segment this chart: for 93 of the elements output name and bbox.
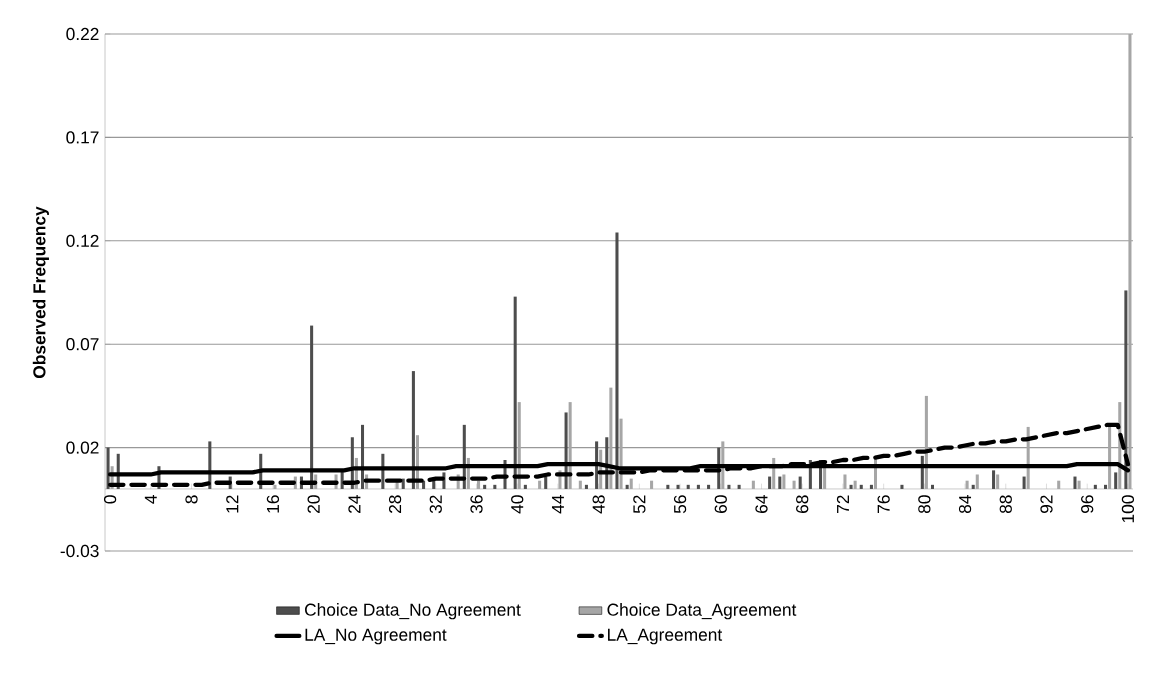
x-tick-label: 24 bbox=[348, 495, 361, 513]
legend-label: Choice Data_Agreement bbox=[607, 603, 797, 620]
y-tick-label: 0.07 bbox=[66, 338, 99, 351]
bar bbox=[401, 478, 405, 489]
x-tick-label: 84 bbox=[958, 495, 972, 514]
bar bbox=[782, 474, 786, 489]
x-tick-label: 52 bbox=[633, 495, 646, 514]
x-tick-label: 8 bbox=[185, 495, 198, 504]
bar bbox=[1114, 472, 1118, 489]
bar bbox=[1128, 34, 1132, 489]
bar bbox=[513, 296, 517, 489]
bar bbox=[360, 424, 365, 489]
bar bbox=[1108, 426, 1112, 489]
bar bbox=[273, 484, 277, 489]
bar bbox=[666, 484, 670, 489]
y-tick-label: 0.22 bbox=[66, 27, 99, 41]
bar bbox=[930, 484, 935, 489]
bar bbox=[823, 466, 827, 489]
bar bbox=[975, 474, 979, 489]
x-tick-label: 44 bbox=[551, 495, 564, 514]
x-tick-label: 80 bbox=[918, 495, 931, 514]
bar bbox=[310, 325, 314, 489]
bar bbox=[1057, 480, 1061, 489]
bar bbox=[625, 484, 629, 489]
bar bbox=[477, 480, 481, 489]
bar bbox=[721, 441, 725, 489]
y-tick-label: -0.03 bbox=[60, 544, 99, 558]
bar bbox=[727, 484, 731, 489]
bar bbox=[751, 480, 755, 489]
x-tick-label: 40 bbox=[511, 495, 524, 514]
x-tick-label: 92 bbox=[1040, 495, 1053, 514]
x-tick-label: 16 bbox=[266, 495, 280, 513]
legend-label: LA_Agreement bbox=[608, 628, 723, 645]
bar bbox=[707, 484, 711, 489]
bar bbox=[996, 474, 1000, 489]
bar bbox=[778, 476, 782, 489]
legend-label: Choice Data_No Agreement bbox=[305, 603, 521, 620]
bar bbox=[544, 476, 548, 489]
bar bbox=[411, 371, 415, 489]
bar bbox=[676, 484, 680, 489]
bar bbox=[792, 480, 796, 489]
bar bbox=[900, 484, 904, 489]
y-tick-label: 0.17 bbox=[66, 131, 99, 144]
x-tick-label: 28 bbox=[388, 495, 402, 513]
x-tick-label: 100 bbox=[1121, 495, 1135, 523]
bar bbox=[853, 480, 857, 489]
bar bbox=[1124, 290, 1128, 489]
bar bbox=[584, 484, 588, 489]
bar bbox=[843, 474, 847, 489]
bar bbox=[615, 232, 619, 489]
bar bbox=[971, 484, 975, 489]
bar bbox=[493, 484, 497, 489]
x-tick-label: 12 bbox=[226, 495, 239, 513]
bar bbox=[1077, 480, 1081, 489]
x-tick-label: 56 bbox=[673, 495, 687, 514]
bar bbox=[1104, 484, 1108, 489]
bar bbox=[650, 480, 654, 489]
x-tick-label: 0 bbox=[103, 495, 117, 504]
bar bbox=[578, 480, 582, 489]
bar bbox=[483, 484, 487, 489]
bar bbox=[992, 470, 996, 489]
bar bbox=[859, 484, 863, 489]
x-tick-label: 60 bbox=[714, 495, 727, 513]
bar bbox=[737, 484, 741, 489]
legend-label: LA_No Agreement bbox=[305, 628, 447, 645]
bar bbox=[538, 480, 542, 489]
bar bbox=[1022, 476, 1026, 489]
bar bbox=[523, 484, 527, 489]
bar bbox=[849, 484, 853, 489]
x-tick-label: 36 bbox=[470, 495, 483, 514]
bar bbox=[696, 484, 700, 489]
y-tick-label: 0.02 bbox=[66, 441, 99, 454]
bar bbox=[1073, 476, 1077, 489]
x-tick-label: 72 bbox=[836, 495, 849, 513]
bar bbox=[1093, 484, 1097, 489]
x-tick-label: 68 bbox=[796, 495, 809, 513]
y-axis-title: Observed Frequency bbox=[32, 206, 49, 379]
x-tick-label: 76 bbox=[877, 495, 890, 513]
bar bbox=[768, 476, 772, 489]
bar bbox=[432, 480, 436, 489]
bar bbox=[798, 476, 802, 489]
bar bbox=[629, 478, 633, 489]
bar bbox=[869, 484, 873, 489]
y-tick-label: 0.12 bbox=[66, 234, 99, 247]
x-tick-label: 48 bbox=[592, 495, 605, 514]
x-tick-label: 64 bbox=[755, 495, 768, 513]
bar bbox=[686, 484, 690, 489]
x-tick-label: 96 bbox=[1081, 495, 1094, 514]
x-tick-label: 20 bbox=[307, 495, 320, 513]
bar bbox=[965, 480, 969, 489]
x-tick-label: 4 bbox=[144, 495, 157, 504]
x-tick-label: 88 bbox=[999, 495, 1012, 514]
x-tick-label: 32 bbox=[429, 495, 442, 514]
